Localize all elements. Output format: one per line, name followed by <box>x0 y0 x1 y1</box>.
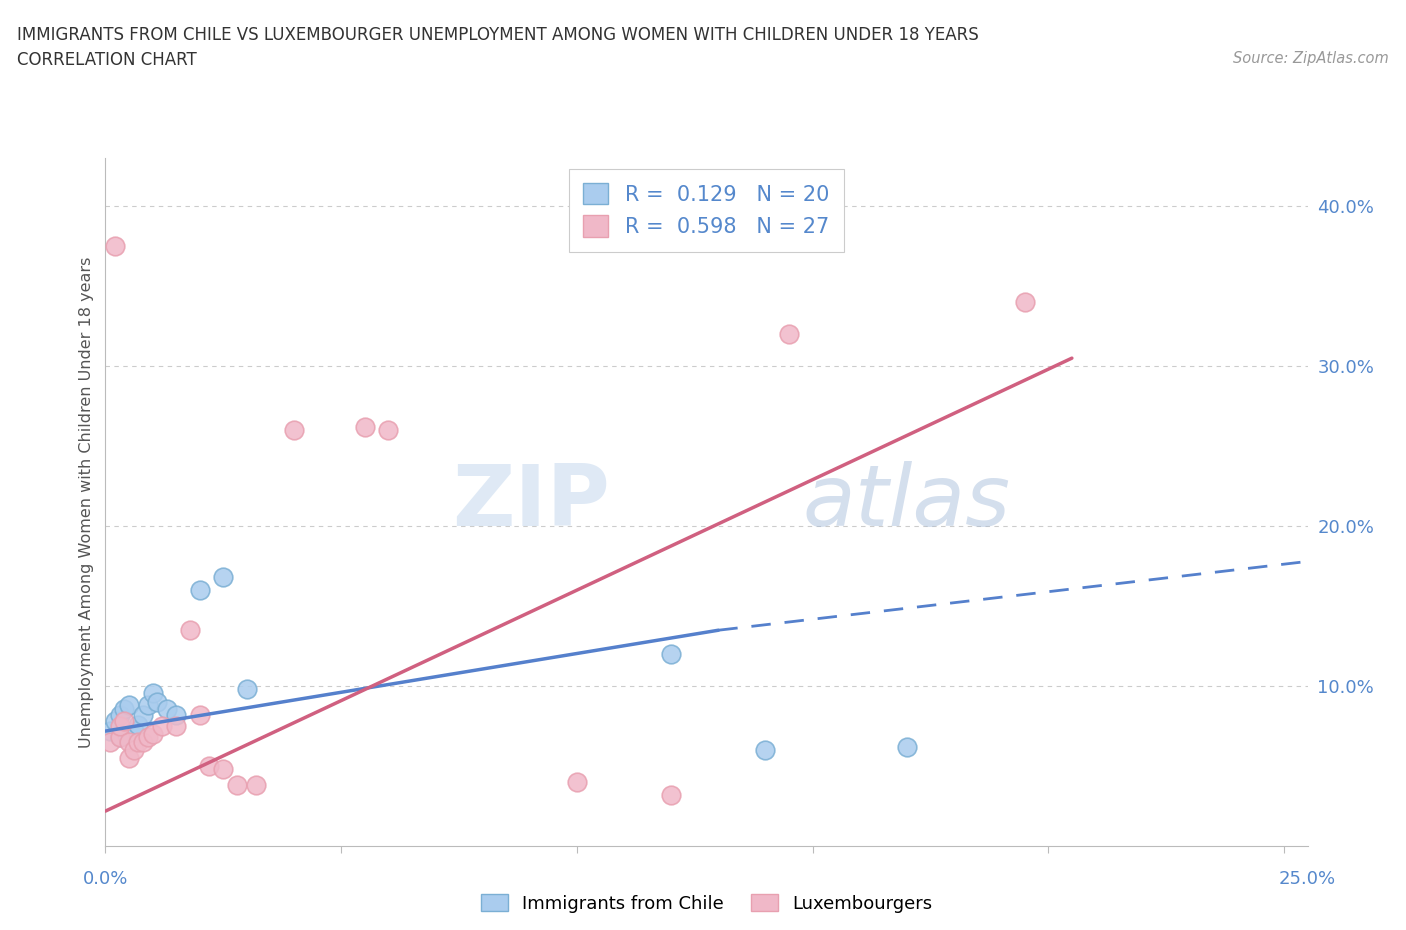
Point <box>150 719 173 734</box>
Point <box>98 735 121 750</box>
Y-axis label: Unemployment Among Women with Children Under 18 years: Unemployment Among Women with Children U… <box>79 257 94 748</box>
Point <box>108 730 131 745</box>
Text: IMMIGRANTS FROM CHILE VS LUXEMBOURGER UNEMPLOYMENT AMONG WOMEN WITH CHILDREN UND: IMMIGRANTS FROM CHILE VS LUXEMBOURGER UN… <box>17 26 979 44</box>
Point <box>212 570 235 585</box>
Point <box>132 735 155 750</box>
Point <box>156 701 179 716</box>
Point <box>188 583 211 598</box>
Legend: R =  0.129   N = 20, R =  0.598   N = 27: R = 0.129 N = 20, R = 0.598 N = 27 <box>569 168 844 251</box>
Text: Source: ZipAtlas.com: Source: ZipAtlas.com <box>1233 51 1389 66</box>
Text: CORRELATION CHART: CORRELATION CHART <box>17 51 197 69</box>
Point <box>108 719 131 734</box>
Point <box>136 730 159 745</box>
Point <box>896 739 918 754</box>
Point <box>1014 295 1036 310</box>
Point <box>659 788 682 803</box>
Point <box>236 682 259 697</box>
Point <box>127 717 149 732</box>
Point <box>122 724 145 738</box>
Point <box>112 714 135 729</box>
Point <box>108 730 131 745</box>
Point <box>165 708 187 723</box>
Point <box>754 743 776 758</box>
Text: 25.0%: 25.0% <box>1279 870 1336 888</box>
Point <box>118 751 141 765</box>
Point <box>142 727 165 742</box>
Point <box>778 326 800 341</box>
Text: atlas: atlas <box>803 460 1011 544</box>
Point <box>122 743 145 758</box>
Point <box>118 735 141 750</box>
Text: 0.0%: 0.0% <box>83 870 128 888</box>
Point <box>104 714 127 729</box>
Point <box>118 698 141 713</box>
Point <box>283 423 305 438</box>
Point <box>146 695 169 710</box>
Point <box>377 423 399 438</box>
Point <box>188 708 211 723</box>
Point <box>104 239 127 254</box>
Point <box>98 724 121 738</box>
Point <box>142 685 165 700</box>
Point <box>226 778 249 793</box>
Point <box>179 623 201 638</box>
Point <box>245 778 267 793</box>
Point <box>565 775 588 790</box>
Point <box>136 698 159 713</box>
Point <box>132 708 155 723</box>
Point <box>659 646 682 661</box>
Point <box>112 701 135 716</box>
Point <box>353 419 375 434</box>
Point <box>165 719 187 734</box>
Point <box>127 735 149 750</box>
Text: ZIP: ZIP <box>453 460 610 544</box>
Point <box>108 708 131 723</box>
Point <box>212 762 235 777</box>
Point <box>198 759 221 774</box>
